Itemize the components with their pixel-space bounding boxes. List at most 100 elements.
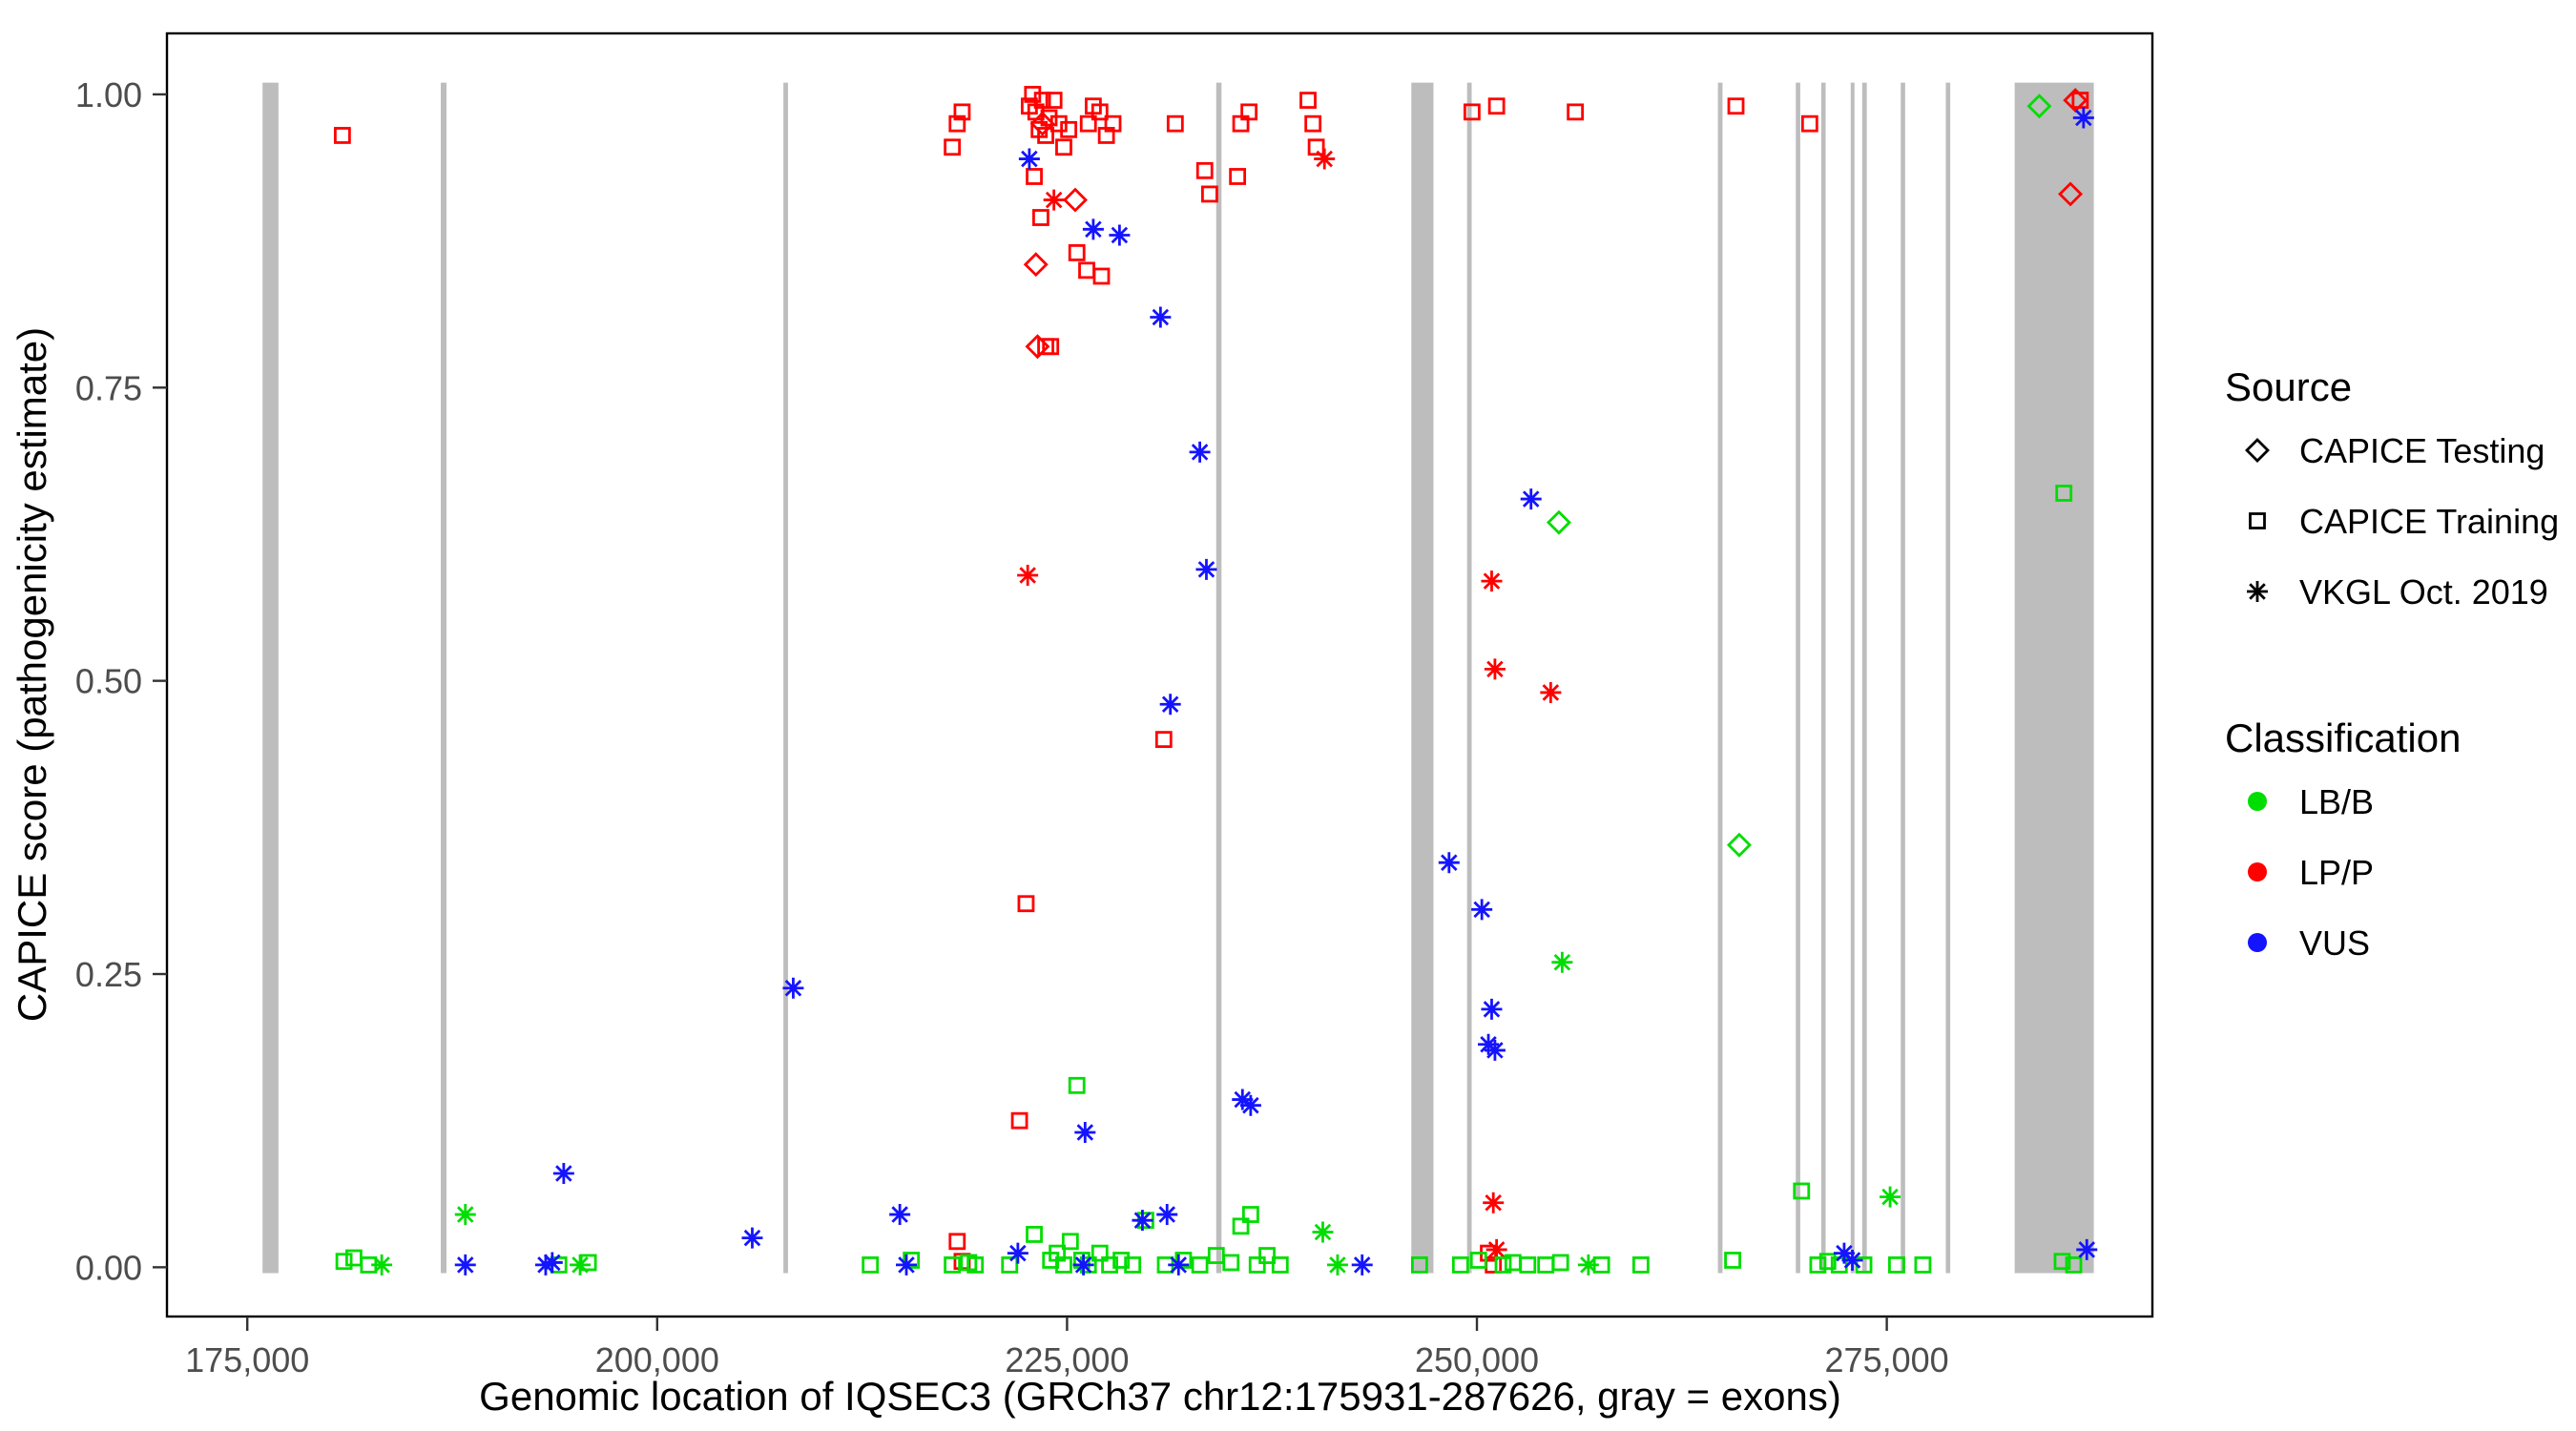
data-point: [1818, 1253, 1837, 1271]
data-point: [1017, 564, 1039, 586]
data-point: [953, 103, 971, 121]
data-point: [454, 1204, 476, 1226]
x-axis-ticks: 175,000 200,000 225,000 250,000 275,000: [185, 1317, 1949, 1379]
data-point: [552, 1163, 574, 1185]
data-point: [1271, 1256, 1289, 1274]
legend-item-label: CAPICE Testing: [2299, 431, 2545, 470]
data-point: [1232, 1089, 1254, 1110]
data-point: [1091, 1244, 1109, 1262]
data-point: [1727, 97, 1745, 115]
y-tick-label: 0.25: [75, 955, 142, 994]
data-point: [1222, 1254, 1240, 1272]
data-point: [1055, 1256, 1072, 1274]
exon-band: [1861, 82, 1867, 1274]
data-point: [903, 1252, 921, 1269]
data-point: [1551, 951, 1573, 973]
data-point: [2058, 181, 2084, 207]
data-point: [570, 1254, 592, 1275]
data-point: [1026, 168, 1043, 185]
exon-band: [1796, 82, 1800, 1274]
data-point: [2072, 107, 2094, 129]
data-point: [1469, 1252, 1487, 1269]
legend-item-label: VUS: [2299, 923, 2370, 963]
data-point: [948, 1233, 966, 1251]
data-point: [1485, 1238, 1507, 1260]
data-point: [1232, 1217, 1250, 1235]
data-point: [1018, 148, 1040, 170]
legend-dot-icon: [2248, 862, 2267, 881]
data-point: [1312, 1221, 1334, 1243]
data-point: [1484, 658, 1506, 680]
data-point: [862, 1256, 880, 1274]
data-point: [1101, 1256, 1118, 1274]
data-point: [1724, 1252, 1741, 1269]
exon-band: [783, 82, 788, 1274]
data-point: [1240, 103, 1258, 121]
data-point: [1010, 1111, 1028, 1130]
legend-item: LB/B: [2248, 782, 2374, 821]
exon-bands-layer: [262, 82, 2094, 1274]
data-point: [1026, 1226, 1043, 1243]
legend-classification-title: Classification: [2225, 716, 2461, 760]
x-tick-label: 275,000: [1825, 1340, 1949, 1379]
data-point: [1025, 334, 1050, 360]
data-point: [948, 114, 966, 133]
legend-item-label: LP/P: [2299, 853, 2374, 892]
legend-item: LP/P: [2248, 853, 2374, 892]
data-point: [1299, 92, 1317, 109]
legend-dot-icon: [2248, 933, 2267, 952]
plot-panel: [165, 31, 2154, 1318]
data-point: [1166, 114, 1184, 133]
data-point: [1079, 114, 1097, 133]
data-point: [1060, 120, 1078, 138]
x-tick-label: 175,000: [185, 1340, 309, 1379]
data-point: [1191, 1256, 1209, 1274]
data-point: [1068, 1076, 1086, 1094]
exon-band: [2014, 82, 2094, 1274]
data-point: [1168, 1254, 1190, 1275]
x-tick-label: 200,000: [595, 1340, 719, 1379]
data-point: [1043, 189, 1065, 211]
data-point: [1156, 1204, 1178, 1226]
data-point: [1800, 114, 1818, 133]
data-point: [1314, 148, 1336, 170]
data-point: [1888, 1256, 1905, 1274]
data-point: [1494, 1256, 1512, 1274]
data-point: [1258, 1247, 1276, 1264]
legend-items-layer: CAPICE Testing CAPICE Training VKGL Oct. 2…: [2245, 431, 2559, 963]
data-point: [1045, 92, 1063, 109]
x-tick-label: 225,000: [1005, 1340, 1129, 1379]
data-point: [1567, 103, 1585, 121]
legend-item-label: CAPICE Training: [2299, 502, 2559, 541]
legend-dot-icon: [2248, 792, 2267, 811]
data-point: [1159, 694, 1181, 716]
data-point: [782, 977, 804, 999]
data-point: [2026, 93, 2052, 119]
data-point: [1833, 1242, 1855, 1264]
data-point: [371, 1254, 393, 1275]
data-point: [1201, 185, 1218, 203]
data-point: [1519, 1256, 1537, 1274]
legend-item: VUS: [2248, 923, 2370, 963]
data-point: [1001, 1256, 1019, 1274]
data-point: [1023, 252, 1049, 278]
data-point: [896, 1254, 918, 1275]
data-point: [1451, 1256, 1469, 1274]
legend-diamond-icon: [2245, 438, 2270, 463]
data-point: [1109, 224, 1131, 246]
data-point: [1351, 1254, 1373, 1275]
data-point: [1481, 570, 1503, 592]
data-point: [1239, 1094, 1261, 1116]
data-point: [1195, 558, 1217, 580]
data-point: [1880, 1186, 1901, 1208]
legend-item-label: VKGL Oct. 2019: [2299, 572, 2548, 612]
data-point: [1483, 1192, 1505, 1213]
data-point: [1520, 488, 1542, 510]
data-point: [1195, 161, 1214, 179]
y-tick-label: 0.50: [75, 662, 142, 701]
data-point: [1063, 187, 1088, 213]
data-point: [944, 138, 962, 156]
data-point: [1304, 114, 1322, 133]
